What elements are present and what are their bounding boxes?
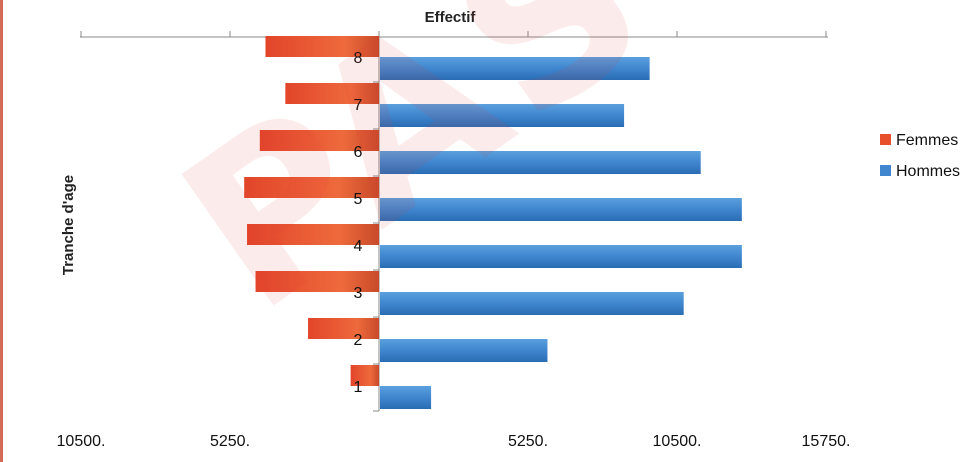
bar-hommes-3 xyxy=(380,292,684,315)
x-tick-label-3: 5250. xyxy=(508,433,548,450)
category-label-8: 8 xyxy=(354,50,363,67)
bar-femmes-4 xyxy=(247,224,379,245)
category-label-5: 5 xyxy=(354,191,363,208)
category-label-7: 7 xyxy=(354,97,363,114)
category-label-1: 1 xyxy=(354,379,363,396)
bar-femmes-2 xyxy=(308,318,379,339)
bar-hommes-8 xyxy=(380,57,650,80)
x-tick-labels: 10500. 5250. 5250. 10500. 15750. xyxy=(57,433,851,450)
left-border xyxy=(0,0,3,462)
bar-hommes-1 xyxy=(380,386,432,409)
bar-femmes-5 xyxy=(244,177,379,198)
bar-hommes-5 xyxy=(380,198,742,221)
category-label-6: 6 xyxy=(354,144,363,161)
bar-femmes-8 xyxy=(265,36,379,57)
x-tick-label-0: 10500. xyxy=(57,433,106,450)
bar-hommes-7 xyxy=(380,104,625,127)
x-tick-label-5: 15750. xyxy=(802,433,851,450)
legend-label-hommes: Hommes xyxy=(896,163,960,180)
bar-hommes-2 xyxy=(380,339,548,362)
top-x-axis xyxy=(80,31,828,38)
bar-femmes-7 xyxy=(285,83,379,104)
bar-femmes-1 xyxy=(350,365,379,386)
legend-swatch-femmes xyxy=(880,134,891,145)
y-axis-title: Tranche d'age xyxy=(60,175,77,275)
bar-hommes-4 xyxy=(380,245,742,268)
category-label-4: 4 xyxy=(354,238,363,255)
bar-hommes-6 xyxy=(380,151,701,174)
bars-group xyxy=(244,36,742,412)
legend-swatch-hommes xyxy=(880,165,891,176)
bar-femmes-3 xyxy=(255,271,379,292)
x-tick-label-1: 5250. xyxy=(210,433,250,450)
legend: Femmes Hommes xyxy=(880,132,960,180)
legend-label-femmes: Femmes xyxy=(896,132,958,149)
category-label-2: 2 xyxy=(354,332,363,349)
category-labels: 1 2 3 4 5 6 7 8 xyxy=(354,50,363,396)
x-tick-label-4: 10500. xyxy=(653,433,702,450)
x-axis-title: Effectif xyxy=(425,9,477,26)
category-label-3: 3 xyxy=(354,285,363,302)
bar-femmes-6 xyxy=(259,130,379,151)
